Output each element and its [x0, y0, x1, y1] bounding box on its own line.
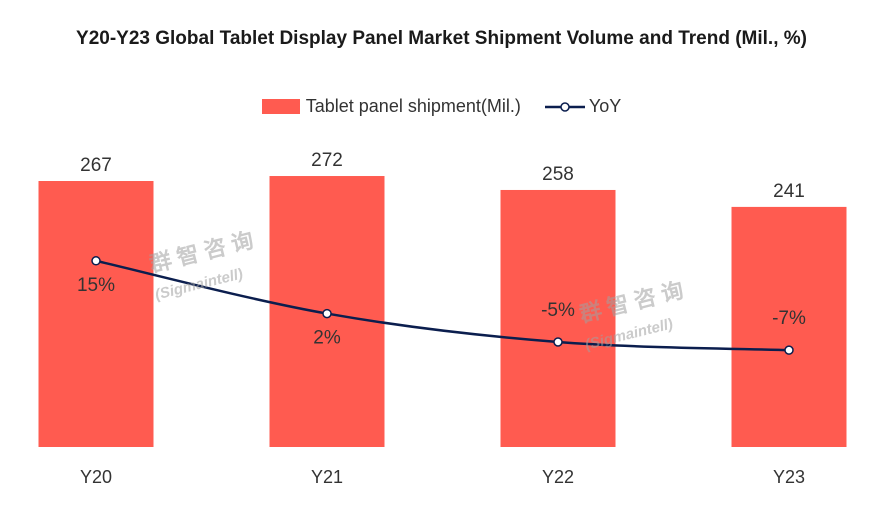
bar-value-label: 258: [542, 164, 574, 185]
legend-bar-swatch: [261, 99, 300, 114]
legend-line-label: YoY: [588, 96, 622, 116]
yoy-line: [95, 259, 790, 352]
bar-value-label: 267: [80, 155, 112, 176]
yoy-point: [91, 256, 101, 266]
yoy-point: [784, 345, 794, 355]
x-tick-label: Y23: [773, 467, 805, 487]
yoy-value-label: 2%: [313, 328, 341, 349]
legend-item-yoy: YoY: [544, 96, 622, 117]
legend-line-marker-icon: [544, 101, 585, 112]
yoy-point: [553, 337, 563, 347]
legend-bar-label: Tablet panel shipment(Mil.): [305, 96, 521, 116]
bar-y23: [731, 206, 847, 447]
yoy-point: [322, 308, 332, 319]
yoy-value-label: 15%: [77, 275, 115, 296]
x-tick-label: Y21: [311, 467, 343, 487]
x-tick-label: Y22: [542, 467, 574, 487]
legend-item-shipment: Tablet panel shipment(Mil.): [261, 96, 521, 117]
yoy-value-label: -7%: [772, 308, 806, 329]
yoy-value-label: -5%: [541, 300, 575, 321]
chart-title: Y20-Y23 Global Tablet Display Panel Mark…: [76, 28, 807, 49]
bar-y20: [38, 181, 154, 447]
x-tick-label: Y20: [80, 467, 112, 487]
bar-value-label: 241: [773, 181, 805, 202]
bar-y22: [500, 189, 616, 447]
bar-value-label: 272: [311, 150, 343, 171]
legend: Tablet panel shipment(Mil.) YoY: [0, 96, 883, 117]
